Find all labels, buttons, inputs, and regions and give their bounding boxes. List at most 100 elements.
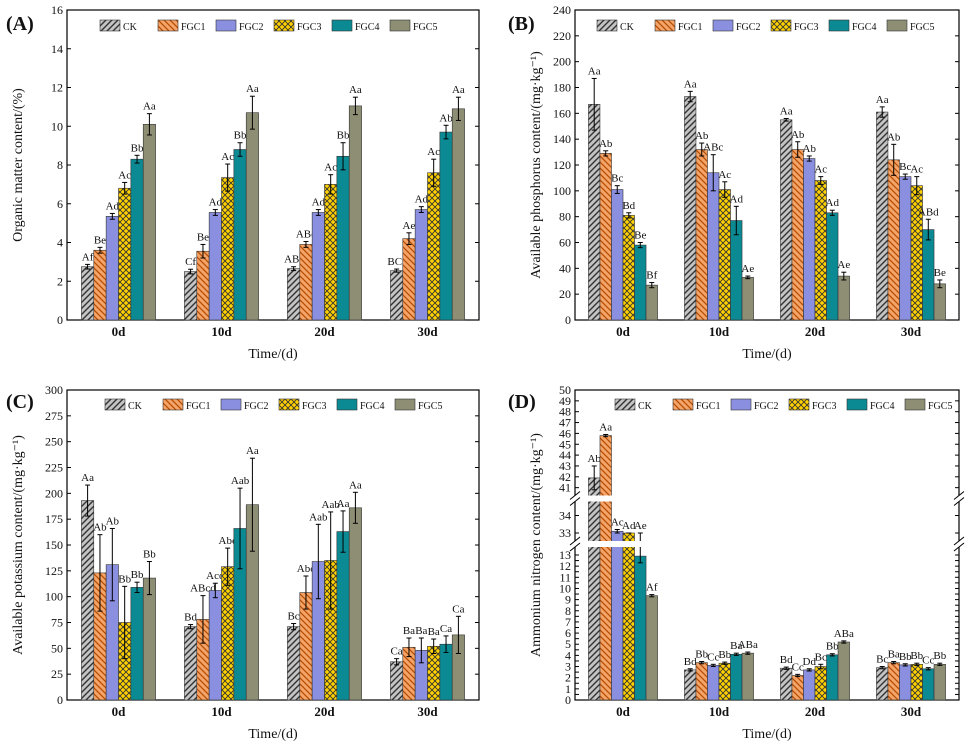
- legend-swatch-fgc1: [157, 19, 179, 32]
- y-tick-label: 5: [565, 637, 571, 651]
- significance-label: Aa: [780, 106, 793, 118]
- x-tick-label: 20d: [314, 324, 335, 339]
- significance-label: BCf: [387, 256, 406, 268]
- bar-fgc4-20d: [336, 531, 350, 701]
- legend-label: FGC1: [696, 401, 720, 412]
- significance-label: ABa: [738, 639, 758, 651]
- bar-fgc1-20d: [299, 244, 313, 321]
- bar-fgc3-10d: [221, 177, 235, 321]
- bar-ck-10d: [184, 271, 198, 321]
- x-axis-title: Time/(d): [742, 727, 792, 742]
- panel-label: (A): [6, 13, 34, 35]
- y-tick-label: 41: [559, 481, 571, 495]
- y-tick-label: 200: [45, 486, 63, 500]
- bar-fgc2-20d: [311, 212, 325, 321]
- legend-label: FGC5: [413, 22, 437, 33]
- y-tick-label: 75: [51, 616, 63, 630]
- significance-label: Ac: [814, 164, 827, 176]
- bar-fgc3-20d: [324, 184, 338, 321]
- bar-fgc2-10d: [208, 590, 222, 701]
- legend-swatch-fgc5: [904, 398, 926, 411]
- bar-fgc3-30d: [427, 645, 441, 701]
- significance-label: Ac: [221, 151, 234, 163]
- y-tick-label: 10: [559, 581, 571, 595]
- bar-fgc4-20d: [826, 654, 839, 701]
- x-tick-label: 10d: [709, 704, 730, 719]
- y-tick-label: 225: [45, 461, 63, 475]
- bar-fgc2-30d: [414, 209, 428, 321]
- y-tick-label: 140: [553, 132, 571, 146]
- significance-label: Aa: [246, 83, 259, 95]
- legend-label: FGC4: [355, 22, 379, 33]
- bar-ck-30d: [876, 667, 889, 701]
- significance-label: Ac: [611, 517, 624, 529]
- bar-fgc1-10d: [695, 149, 708, 321]
- bar-fgc3-0d: [622, 215, 635, 321]
- y-tick-label: 240: [553, 3, 571, 17]
- legend-swatch-fgc5: [389, 19, 411, 32]
- legend-swatch-fgc1: [654, 19, 676, 32]
- significance-label: Cc: [922, 655, 934, 667]
- y-tick-label: 50: [559, 383, 571, 397]
- bar-fgc4-0d: [130, 158, 144, 321]
- significance-label: Ab: [587, 453, 601, 465]
- y-tick-label: 42: [559, 470, 571, 484]
- legend-swatch-fgc5: [394, 398, 416, 411]
- y-tick-label: 33: [559, 526, 571, 540]
- y-tick-label: 0: [57, 693, 63, 707]
- legend-label: FGC3: [794, 22, 818, 33]
- significance-label: Aa: [349, 479, 362, 491]
- legend-label: CK: [128, 401, 143, 412]
- bar-fgc4-0d: [634, 555, 647, 701]
- significance-label: Bc: [611, 173, 623, 185]
- y-tick-label: 300: [45, 383, 63, 397]
- bar-fgc5-10d: [741, 652, 754, 701]
- x-axis-title: Time/(d): [248, 347, 298, 362]
- x-tick-label: 20d: [314, 704, 335, 719]
- y-tick-label: 100: [553, 184, 571, 198]
- x-tick-label: 10d: [709, 324, 730, 339]
- significance-label: Bc: [899, 161, 911, 173]
- y-tick-label: 13: [559, 548, 571, 562]
- legend-swatch-fgc3: [278, 398, 300, 411]
- x-axis-title: Time/(d): [742, 347, 792, 362]
- legend-swatch-fgc2: [730, 398, 752, 411]
- legend-label: FGC3: [812, 401, 836, 412]
- bar-fgc4-20d: [826, 212, 839, 321]
- significance-label: Ae: [837, 259, 850, 271]
- significance-label: Be: [634, 230, 646, 242]
- axis-break-mark: [569, 536, 581, 546]
- legend-swatch-fgc3: [770, 19, 792, 32]
- significance-label: ABe: [296, 229, 316, 241]
- legend-swatch-fgc5: [886, 19, 908, 32]
- legend-label: CK: [620, 22, 635, 33]
- significance-label: Ad: [106, 200, 120, 212]
- axis-break-mark: [953, 497, 965, 506]
- y-tick-label: 43: [559, 459, 571, 473]
- significance-label: Ac: [427, 146, 440, 158]
- axis-break-mark: [953, 536, 965, 546]
- significance-label: Aa: [81, 472, 94, 484]
- x-tick-label: 30d: [901, 704, 922, 719]
- chart-panel-d: (D)0123456789101112133334414243444546474…: [508, 383, 965, 742]
- significance-label: Aa: [337, 498, 350, 510]
- significance-label: Ca: [440, 623, 452, 635]
- significance-label: Bb: [826, 641, 839, 653]
- legend-label: FGC4: [870, 401, 894, 412]
- x-tick-label: 0d: [616, 704, 631, 719]
- significance-label: Af: [646, 582, 658, 594]
- significance-label: Ba: [403, 625, 415, 637]
- legend-swatch-fgc1: [162, 398, 184, 411]
- bar-fgc4-30d: [922, 668, 935, 701]
- x-tick-label: 20d: [805, 704, 826, 719]
- significance-label: Aa: [684, 78, 697, 90]
- significance-label: Acd: [206, 570, 225, 582]
- x-tick-label: 30d: [417, 704, 438, 719]
- significance-label: Abc: [219, 535, 237, 547]
- bar-fgc4-10d: [730, 653, 743, 701]
- significance-label: Bc: [876, 654, 888, 666]
- bar-fgc2-10d: [707, 665, 720, 701]
- significance-label: Ac: [910, 164, 923, 176]
- significance-label: Cc: [792, 661, 804, 673]
